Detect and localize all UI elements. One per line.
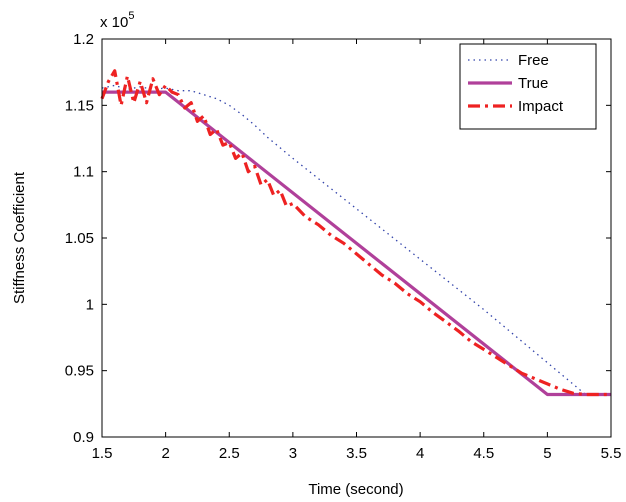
ticks-layer: 1.5 2 2.5 3 3.5 4 4.5 5 5.5 0.9 0.95 1 1.05 1.1 1.15 1.… xyxy=(65,31,622,462)
legend-label-impact: Impact xyxy=(518,98,564,115)
x-tick-label: 2 xyxy=(161,445,169,462)
x-tick-label: 1.5 xyxy=(92,445,113,462)
x-axis-title: Time (second) xyxy=(308,481,403,498)
y-tick-label: 1 xyxy=(86,296,94,313)
x-tick-label: 3.5 xyxy=(346,445,367,462)
x-tick-label: 5.5 xyxy=(601,445,622,462)
exponent-label: x 105 xyxy=(100,10,134,31)
legend-label-true: True xyxy=(518,75,548,92)
legend-label-free: Free xyxy=(518,52,549,69)
y-tick-label: 1.1 xyxy=(73,164,94,181)
legend-box xyxy=(459,43,597,130)
y-tick-label: 1.15 xyxy=(65,97,94,114)
y-tick-label: 1.05 xyxy=(65,230,94,247)
series-layer xyxy=(100,69,611,397)
x-tick-label: 4.5 xyxy=(473,445,494,462)
x-tick-label: 4 xyxy=(416,445,424,462)
legend: Free True Impact xyxy=(459,43,597,130)
x-tick-label: 2.5 xyxy=(219,445,240,462)
x-tick-label: 3 xyxy=(289,445,297,462)
x-tick-label: 5 xyxy=(543,445,551,462)
y-tick-label: 1.2 xyxy=(73,31,94,48)
series-line-impact xyxy=(100,69,611,397)
exponent-base: x 10 xyxy=(100,14,128,31)
exponent-power: 5 xyxy=(128,10,134,22)
y-tick-label: 0.95 xyxy=(65,363,94,380)
y-axis-title: Stiffness Coefficient xyxy=(11,171,28,304)
y-tick-label: 0.9 xyxy=(73,429,94,446)
